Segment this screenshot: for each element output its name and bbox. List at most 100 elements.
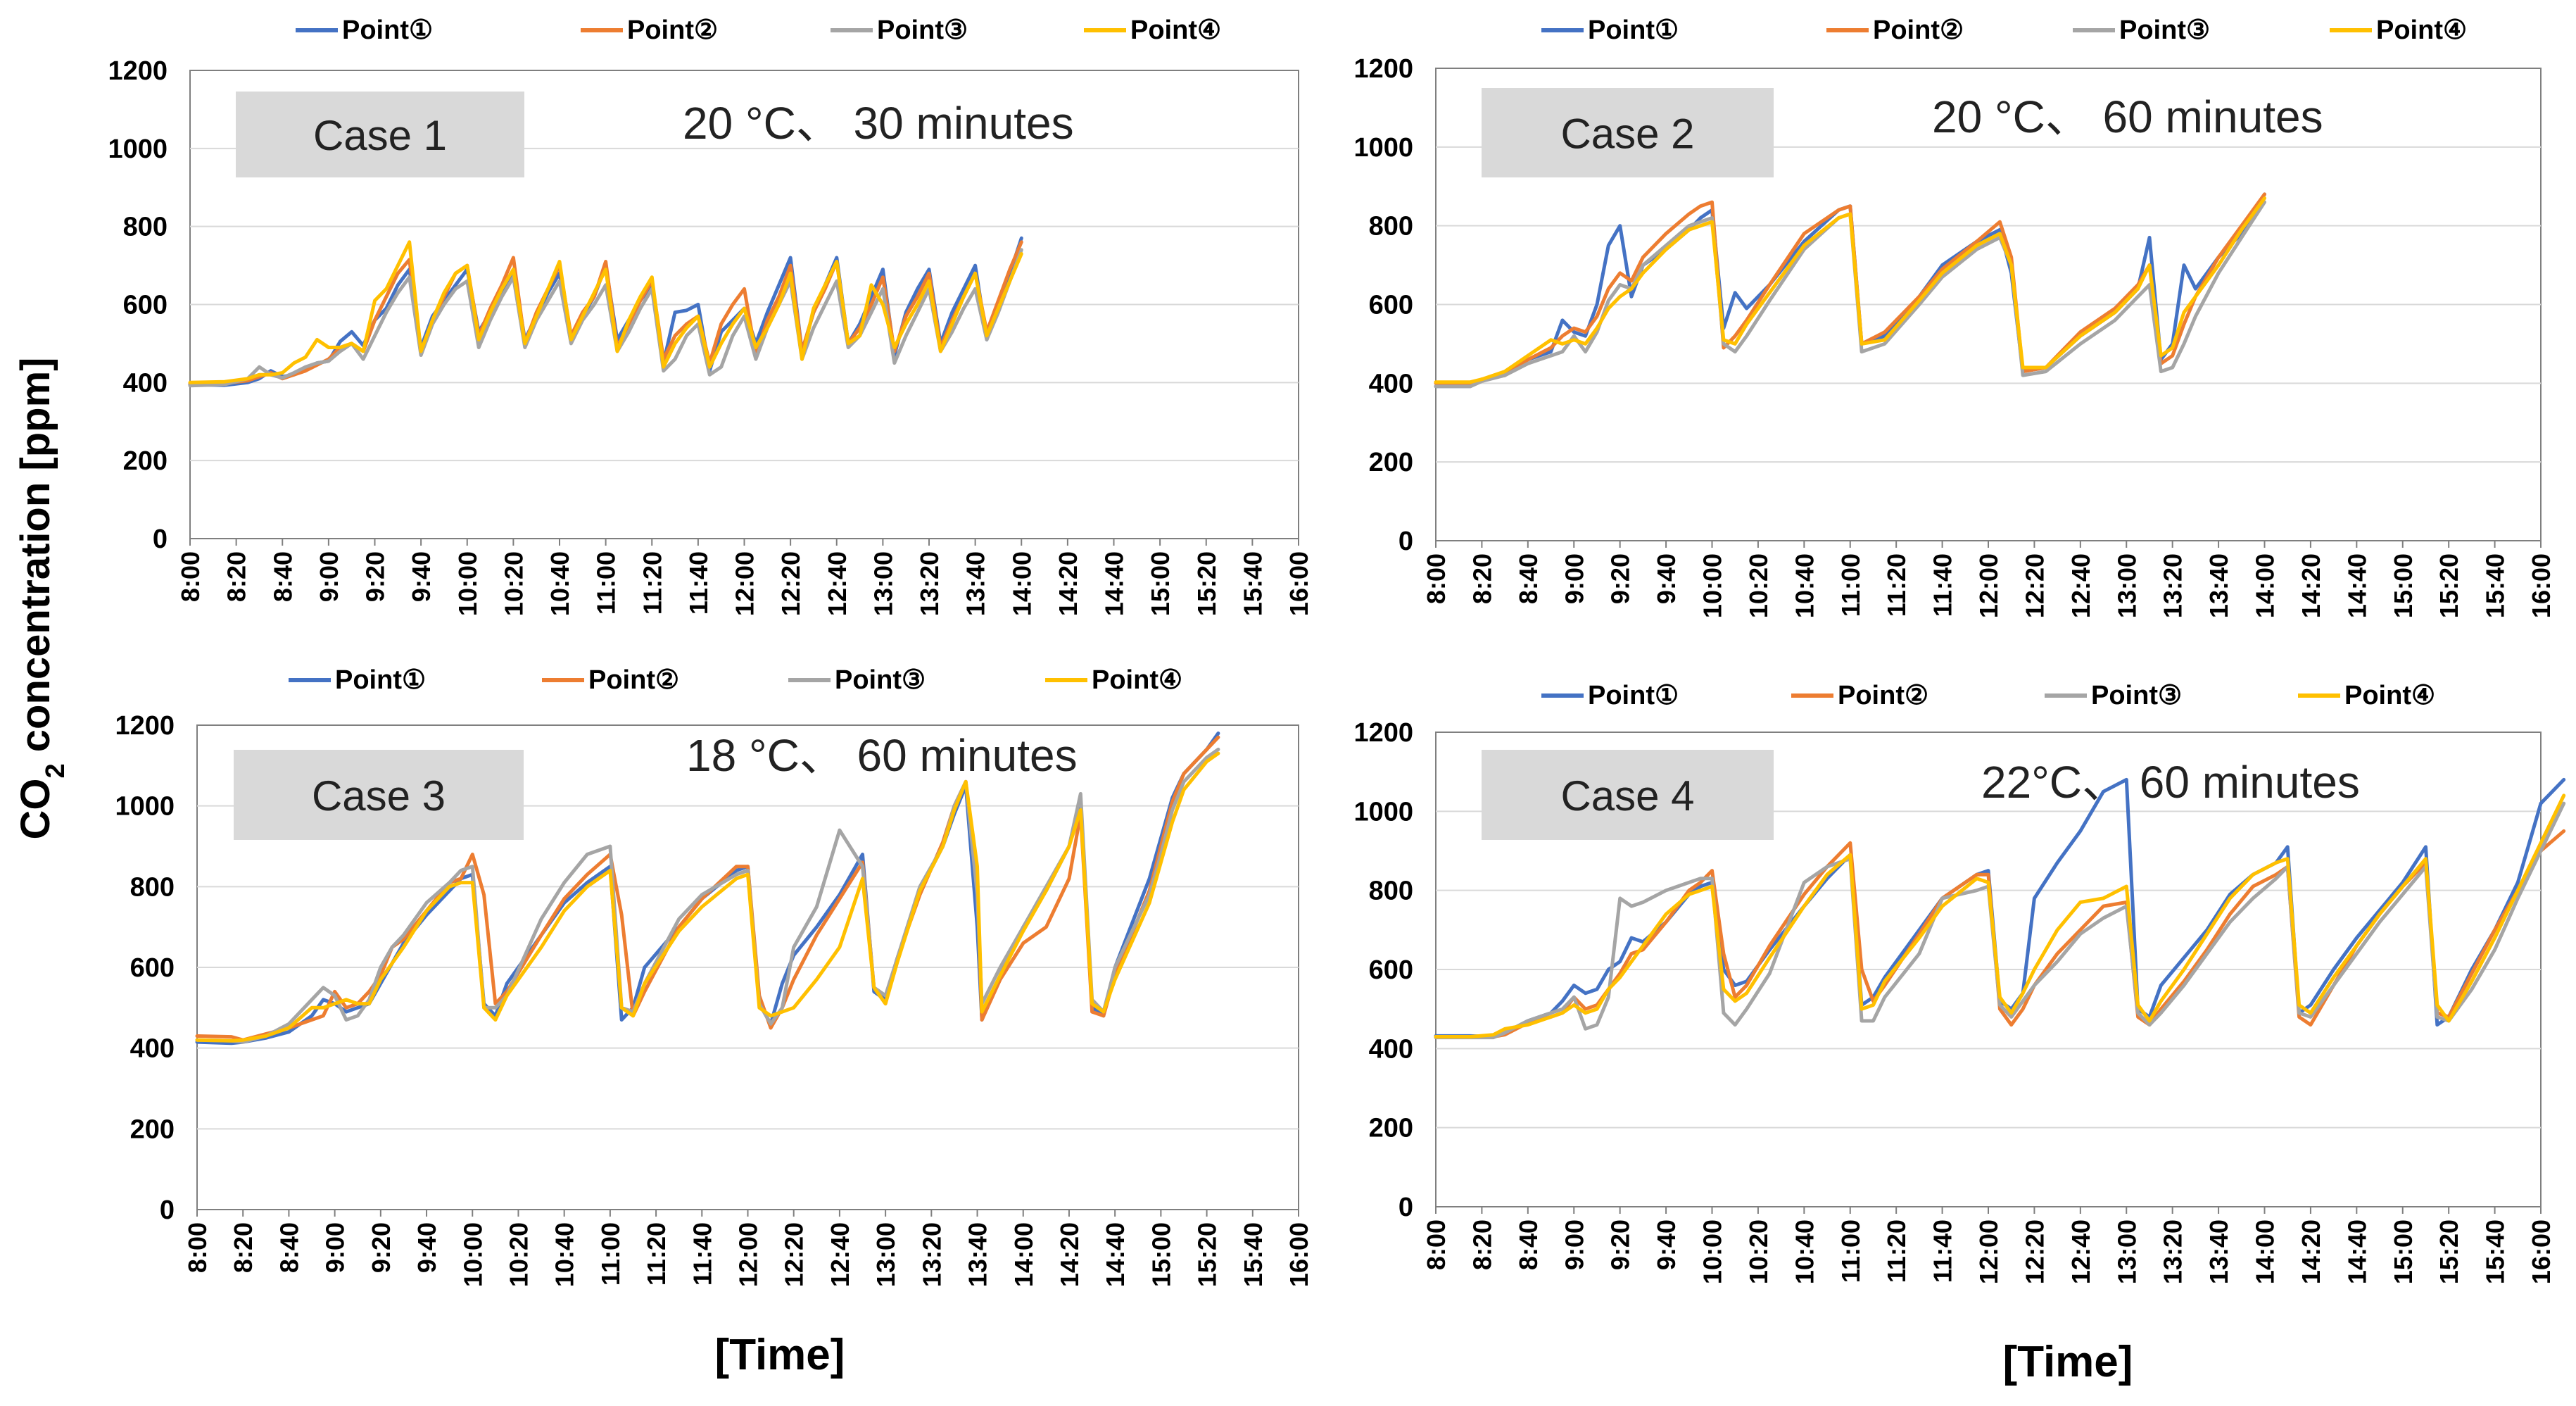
y-tick-label: 0 [160,1195,175,1225]
x-tick-label: 12:40 [826,1222,854,1287]
x-tick-label: 15:20 [1193,1222,1222,1287]
y-tick-label: 1000 [115,792,175,822]
x-tick-label: 10:00 [1698,553,1727,618]
legend-label-point-2: Point② [588,665,679,695]
x-tick-label: 15:40 [1238,551,1267,616]
chart-panel-2: 0 200 400 600 800 1000 1200 8:00 8:20 8:40 9:00 9:2… [1353,15,2556,618]
x-tick-label: 9:40 [1652,1219,1681,1270]
series-line-point-2 [195,735,1220,1042]
x-tick-label: 8:40 [1514,1219,1543,1270]
series-line-point-4 [1434,196,2266,384]
x-tick-label: 12:00 [1974,553,2003,618]
x-tick-label: 10:40 [550,1222,579,1287]
chart-panel-3: 0 200 400 600 800 1000 1200 8:00 8:20 8:40 9:00 9:2… [115,665,1313,1287]
x-tick-label: 14:20 [2297,1219,2325,1284]
case-label: Case 4 [1560,772,1694,820]
y-tick-label: 0 [1399,1193,1413,1222]
x-tick-label: 11:00 [1836,1219,1865,1283]
x-tick-label: 9:20 [361,551,390,602]
x-tick-label: 8:40 [268,551,297,602]
y-tick-label: 1000 [108,134,168,164]
x-tick-label: 8:00 [1422,553,1451,604]
condition-label: 22°C、 60 minutes [1981,757,2360,808]
x-tick-label: 13:40 [964,1222,992,1287]
x-tick-label: 16:00 [1284,551,1313,616]
x-tick-label: 9:40 [1652,553,1681,604]
x-tick-label: 14:40 [1101,1222,1130,1287]
y-tick-label: 1000 [1353,133,1413,163]
series-line-point-4 [188,240,1023,384]
x-tick-label: 9:20 [1606,553,1635,604]
x-tick-label: 9:00 [1560,553,1589,604]
series-line-point-4 [1434,793,2566,1038]
y-tick-label: 800 [1369,212,1413,241]
x-tick-label: 8:40 [1514,553,1543,604]
x-tick-label: 10:40 [1790,553,1819,618]
legend-label-point-4: Point④ [1130,15,1221,45]
x-tick-label: 12:00 [734,1222,763,1287]
legend-label-point-4: Point④ [2344,681,2435,710]
x-tick-label: 14:20 [1055,1222,1084,1287]
x-tick-label: 13:20 [2159,553,2187,618]
x-tick-label: 9:00 [315,551,343,602]
x-tick-label: 11:40 [684,551,713,615]
x-tick-label: 12:20 [780,1222,809,1287]
x-tick-label: 14:00 [2251,1219,2280,1284]
legend-label-point-3: Point③ [2091,681,2182,710]
x-tick-label: 12:00 [731,551,759,616]
y-tick-label: 400 [130,1034,175,1064]
y-tick-label: 400 [123,368,168,398]
condition-label: 18 °C、 60 minutes [686,730,1078,781]
x-tick-label: 12:20 [2020,1219,2049,1284]
x-tick-label: 14:40 [1100,551,1129,616]
x-tick-label: 15:20 [2435,1219,2463,1284]
x-tick-label: 11:20 [1882,1219,1911,1283]
x-tick-label: 15:00 [2389,553,2418,618]
case-label: Case 2 [1560,111,1694,158]
x-tick-label: 15:00 [2389,1219,2418,1284]
x-tick-label: 14:20 [1054,551,1082,616]
y-tick-label: 600 [130,953,175,983]
x-tick-label: 14:00 [1009,1222,1038,1287]
legend-label-point-1: Point① [1588,15,1679,45]
x-axis-label-left: [Time] [715,1331,845,1379]
x-tick-label: 8:20 [222,551,251,602]
x-tick-label: 15:40 [2481,553,2510,618]
x-tick-label: 10:20 [504,1222,533,1287]
x-tick-label: 11:20 [642,1222,671,1286]
x-tick-label: 9:00 [1560,1219,1589,1270]
x-tick-label: 16:00 [1284,1222,1313,1287]
case-label-box [1482,750,1774,840]
x-tick-label: 12:00 [1974,1219,2003,1284]
legend-label-point-2: Point② [627,15,718,45]
y-tick-label: 200 [1369,1114,1413,1143]
series-line-point-1 [1434,192,2266,389]
y-tick-label: 1200 [1353,718,1413,748]
x-tick-label: 9:40 [412,1222,441,1273]
y-tick-label: 0 [153,525,168,554]
case-label-box [1482,88,1774,177]
x-tick-label: 12:40 [2066,553,2095,618]
legend-label-point-3: Point③ [877,15,968,45]
y-axis-label: CO2 concentration [ppm] [13,358,70,840]
x-tick-label: 11:20 [1882,553,1911,617]
x-tick-label: 13:00 [869,551,897,616]
x-tick-label: 8:20 [229,1222,258,1273]
case-label-box [234,750,524,840]
y-tick-label: 400 [1369,1034,1413,1064]
legend-label-point-3: Point③ [835,665,926,695]
x-tick-label: 13:40 [961,551,990,616]
y-tick-label: 800 [123,213,168,242]
legend-label-point-2: Point② [1873,15,1964,45]
x-tick-label: 13:40 [2204,1219,2233,1284]
legend-label-point-1: Point① [335,665,426,695]
x-tick-label: 11:20 [638,551,667,615]
x-tick-label: 8:40 [274,1222,303,1273]
x-tick-label: 11:00 [592,551,621,615]
y-tick-label: 600 [1369,291,1413,320]
x-tick-label: 13:20 [917,1222,946,1287]
x-tick-label: 11:40 [1928,1219,1957,1283]
x-tick-label: 15:40 [2481,1219,2510,1284]
